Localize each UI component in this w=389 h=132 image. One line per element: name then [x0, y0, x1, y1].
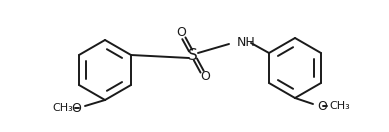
- Text: O: O: [200, 70, 210, 84]
- Text: CH₃: CH₃: [52, 103, 73, 113]
- Text: S: S: [188, 48, 198, 62]
- Text: O: O: [71, 102, 81, 114]
- Text: O: O: [317, 100, 327, 112]
- Text: O: O: [176, 27, 186, 39]
- Text: NH: NH: [237, 37, 256, 50]
- Text: CH₃: CH₃: [329, 101, 350, 111]
